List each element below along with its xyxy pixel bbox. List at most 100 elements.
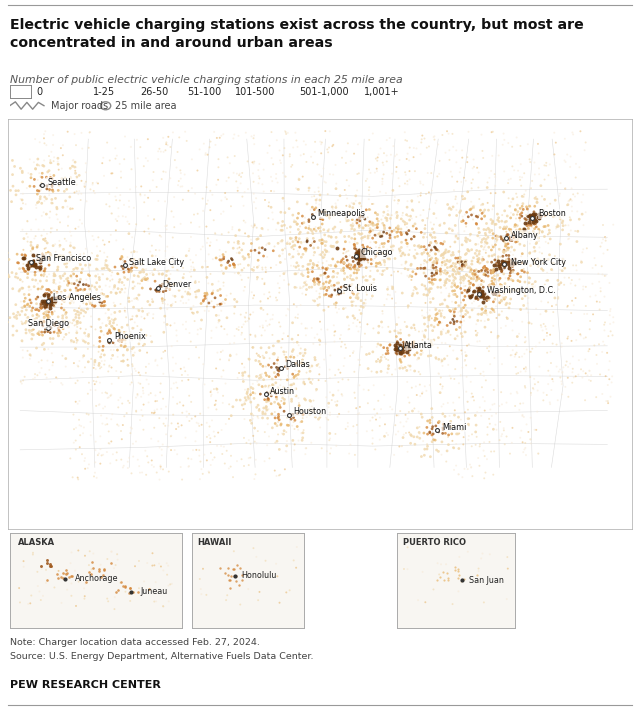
Point [476, 241, 486, 252]
Point [392, 149, 402, 160]
Point [339, 280, 349, 292]
Point [103, 326, 113, 337]
Point [134, 460, 144, 471]
Point [521, 336, 531, 347]
Point [204, 421, 214, 432]
Point [198, 359, 209, 370]
Point [134, 267, 145, 278]
Point [507, 258, 517, 269]
Point [126, 265, 136, 276]
Point [367, 290, 378, 302]
Point [577, 209, 588, 220]
Point [204, 467, 214, 479]
Point [296, 268, 307, 280]
Point [134, 253, 145, 265]
Point [431, 444, 442, 456]
Point [595, 304, 605, 315]
Point [417, 248, 427, 260]
Point [170, 317, 180, 329]
Point [347, 197, 357, 209]
Point [515, 171, 525, 182]
Point [153, 283, 163, 294]
Point [317, 246, 328, 258]
Point [107, 321, 117, 332]
Point [156, 403, 166, 415]
Point [357, 247, 367, 258]
Point [497, 295, 507, 307]
Point [96, 571, 106, 582]
Point [38, 338, 49, 349]
Point [515, 239, 525, 250]
Point [372, 155, 382, 166]
Point [243, 393, 253, 404]
Point [71, 422, 81, 434]
Point [228, 133, 239, 144]
Point [225, 570, 236, 581]
Point [232, 559, 242, 570]
Point [57, 163, 67, 174]
Point [20, 266, 31, 277]
Point [438, 239, 448, 250]
Point [90, 384, 100, 395]
Point [84, 377, 94, 388]
Point [261, 370, 271, 381]
Point [292, 246, 303, 257]
Point [314, 291, 324, 302]
Point [138, 382, 148, 393]
Point [53, 291, 63, 302]
Point [294, 248, 304, 260]
Point [257, 368, 267, 380]
Point [516, 271, 526, 283]
Point [437, 337, 447, 349]
Point [520, 259, 530, 271]
Point [344, 259, 355, 271]
Point [96, 326, 106, 337]
Point [332, 307, 342, 318]
Point [161, 413, 171, 424]
Point [459, 315, 469, 327]
Point [488, 217, 498, 228]
Point [269, 358, 279, 369]
Point [497, 399, 507, 410]
Point [45, 323, 55, 334]
Point [520, 337, 530, 348]
Point [0, 261, 4, 273]
Point [514, 328, 524, 339]
Point [291, 383, 301, 394]
Point [405, 270, 415, 281]
Point [67, 295, 77, 306]
Point [260, 407, 271, 418]
Point [248, 293, 258, 304]
Point [130, 347, 140, 359]
Point [246, 220, 257, 231]
Point [254, 247, 264, 258]
Point [522, 220, 532, 231]
Point [408, 341, 418, 352]
Point [39, 312, 49, 324]
Point [87, 300, 97, 311]
Point [285, 226, 296, 238]
Point [355, 210, 365, 222]
Point [279, 268, 289, 279]
Point [477, 296, 488, 307]
Point [372, 231, 382, 242]
Point [129, 302, 139, 313]
Point [309, 224, 319, 235]
Point [481, 301, 491, 312]
Point [212, 285, 223, 296]
Point [355, 354, 365, 366]
Point [4, 312, 15, 323]
Point [455, 310, 465, 322]
Point [385, 326, 395, 337]
Point [479, 291, 489, 302]
Point [98, 569, 108, 581]
Point [188, 444, 198, 456]
Point [399, 337, 409, 349]
Point [504, 297, 515, 309]
Point [380, 259, 390, 271]
Point [120, 305, 130, 317]
Point [501, 216, 511, 227]
Point [483, 256, 493, 268]
Point [444, 430, 454, 441]
Point [349, 241, 360, 252]
